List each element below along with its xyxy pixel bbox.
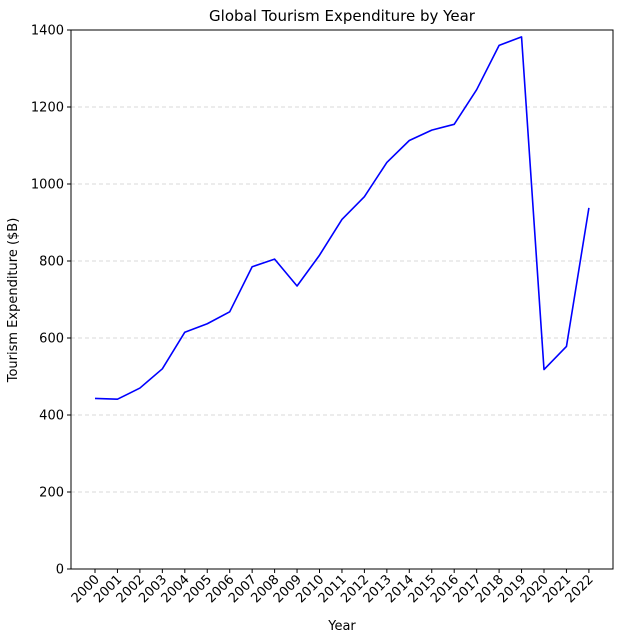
y-tick-label: 400 [39, 409, 64, 424]
series-layer [94, 36, 590, 401]
data-point [386, 161, 388, 163]
data-point [588, 207, 590, 209]
y-tick-label: 0 [56, 563, 64, 578]
plot-frame [70, 29, 614, 570]
data-point [139, 387, 141, 389]
data-point [431, 129, 433, 131]
data-point [341, 218, 343, 220]
y-tick-label: 800 [39, 255, 64, 270]
x-axis-label: Year [327, 619, 356, 634]
data-point [273, 258, 275, 260]
axes: 0200400600800100012001400200020012002200… [31, 24, 614, 606]
data-point [251, 266, 253, 268]
data-point [408, 139, 410, 141]
y-tick-label: 1200 [31, 101, 64, 116]
grid-lines [71, 106, 613, 493]
y-tick-label: 200 [39, 486, 64, 501]
chart-title: Global Tourism Expenditure by Year [209, 7, 476, 25]
data-point [520, 36, 522, 38]
data-point [206, 323, 208, 325]
data-point [565, 345, 567, 347]
data-point [498, 44, 500, 46]
data-point [318, 254, 320, 256]
data-point [453, 123, 455, 125]
data-point [363, 196, 365, 198]
data-point [116, 398, 118, 400]
y-tick-label: 600 [39, 332, 64, 347]
data-point [229, 311, 231, 313]
y-tick-label: 1400 [31, 24, 64, 39]
data-point [296, 285, 298, 287]
y-tick-label: 1000 [31, 178, 64, 193]
series-line [94, 36, 590, 401]
data-point [161, 368, 163, 370]
data-point [475, 88, 477, 90]
data-point [94, 397, 96, 399]
data-point [184, 331, 186, 333]
y-axis-label: Tourism Expenditure ($B) [6, 218, 21, 384]
data-point [543, 368, 545, 370]
